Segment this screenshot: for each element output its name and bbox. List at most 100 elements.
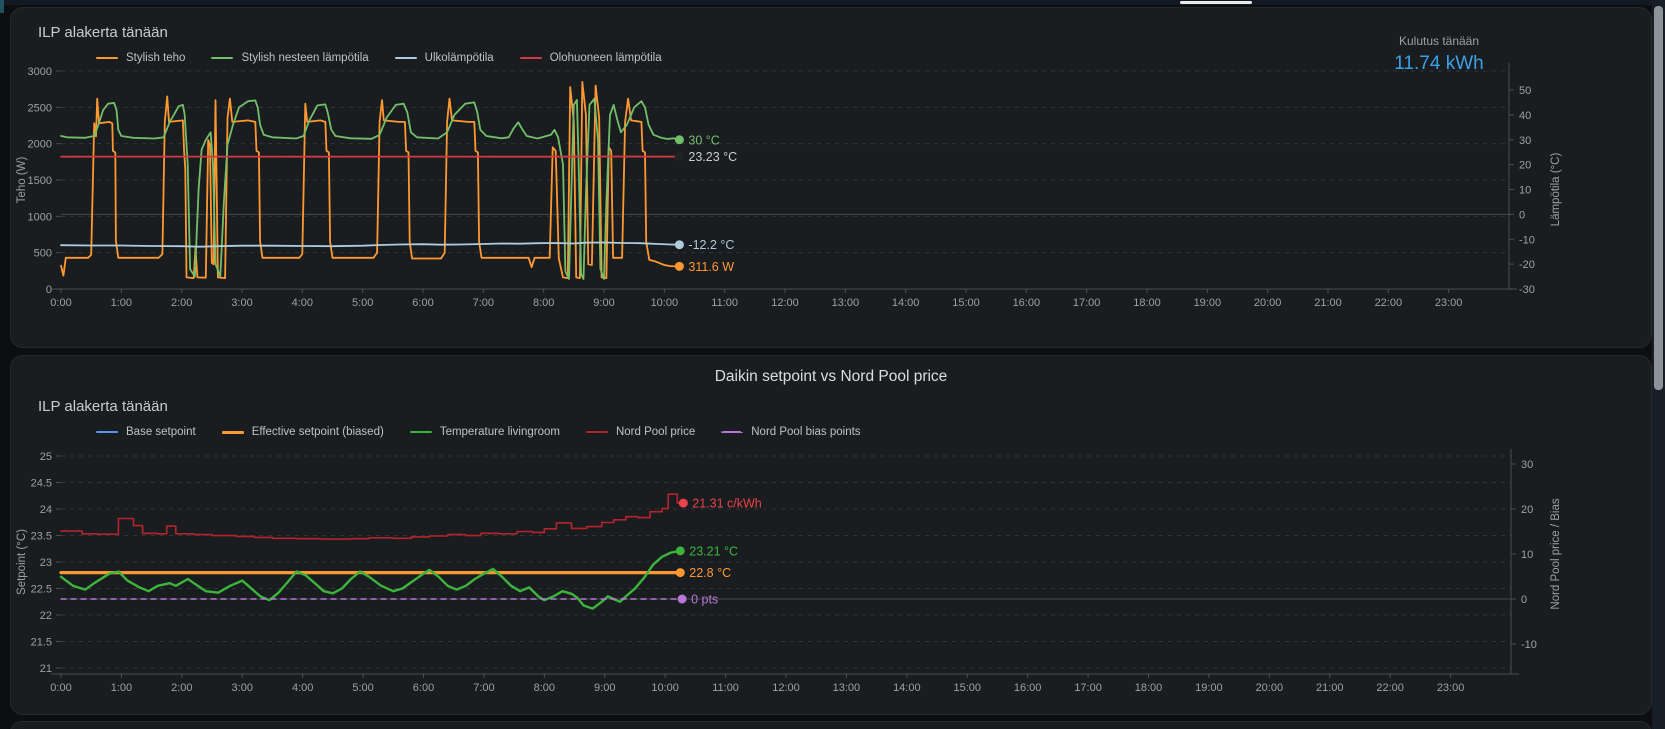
setpoint-price-chart[interactable]: 0:00 1:00 2:00 3:00 4:00 5:00 6:00 7:00 8:00 9:00… (11, 356, 1651, 714)
series-end-dot (674, 261, 684, 271)
legend-item-stylish-nesteen-l-mp-tila[interactable]: Stylish nesteen lämpötila (211, 52, 369, 64)
svg-text:3:00: 3:00 (232, 682, 253, 694)
legend-item-nord-pool-price[interactable]: Nord Pool price (585, 426, 696, 438)
svg-text:22:00: 22:00 (1375, 297, 1403, 309)
legend-label: Nord Pool bias points (751, 426, 861, 438)
svg-text:50: 50 (1519, 85, 1531, 97)
vertical-scrollbar-thumb[interactable] (1654, 6, 1663, 390)
svg-text:13:00: 13:00 (832, 297, 860, 309)
panel-title: Daikin setpoint vs Nord Pool price (714, 368, 948, 385)
svg-text:20:00: 20:00 (1254, 297, 1282, 309)
series-end-label: 21.31 c/kWh (692, 497, 762, 511)
svg-text:10: 10 (1521, 549, 1533, 561)
series-end-label: 30 °C (688, 133, 719, 147)
svg-text:14:00: 14:00 (893, 682, 921, 694)
svg-text:-30: -30 (1519, 284, 1535, 296)
svg-text:18:00: 18:00 (1135, 682, 1163, 694)
svg-text:-10: -10 (1519, 234, 1535, 246)
vertical-scrollbar[interactable] (1652, 0, 1665, 729)
legend-swatch (721, 431, 744, 433)
svg-text:4:00: 4:00 (292, 297, 313, 309)
svg-text:6:00: 6:00 (413, 682, 434, 694)
top-left-accent (0, 0, 4, 13)
svg-text:21:00: 21:00 (1316, 682, 1344, 694)
legend-label: Stylish teho (126, 52, 186, 64)
legend-item-effective-setpoint-biased-[interactable]: Effective setpoint (biased) (221, 426, 384, 438)
svg-text:Teho (W): Teho (W) (16, 157, 28, 204)
panel-ilp-power: ILP alakerta tänään Stylish teho Stylish … (10, 7, 1652, 348)
legend-label: Effective setpoint (biased) (251, 426, 384, 438)
svg-text:18:00: 18:00 (1133, 297, 1161, 309)
legend-swatch (221, 430, 244, 434)
svg-text:Setpoint (°C): Setpoint (°C) (16, 529, 28, 595)
series-end-label: 23.23 °C (688, 150, 737, 164)
svg-text:23:00: 23:00 (1435, 297, 1463, 309)
svg-text:40: 40 (1519, 110, 1531, 122)
svg-text:20:00: 20:00 (1256, 682, 1284, 694)
legend-swatch (394, 57, 417, 59)
series-end-dot (678, 498, 688, 508)
legend-item-nord-pool-bias-points[interactable]: Nord Pool bias points (721, 426, 861, 438)
svg-text:30: 30 (1519, 135, 1531, 147)
svg-text:1:00: 1:00 (111, 682, 132, 694)
svg-text:10:00: 10:00 (651, 297, 679, 309)
svg-text:4:00: 4:00 (292, 682, 313, 694)
svg-text:17:00: 17:00 (1074, 682, 1102, 694)
series-end-label: 22.8 °C (689, 566, 731, 580)
svg-text:7:00: 7:00 (473, 682, 494, 694)
svg-text:19:00: 19:00 (1195, 682, 1223, 694)
svg-text:24: 24 (40, 504, 52, 516)
series-end-dot (674, 240, 684, 250)
svg-text:-10: -10 (1521, 639, 1537, 651)
top-scrollbar[interactable] (0, 0, 1665, 5)
legend: Base setpoint Effective setpoint (biased)… (96, 426, 861, 438)
legend-swatch (211, 57, 234, 59)
legend-swatch (409, 431, 432, 433)
svg-text:25: 25 (40, 451, 52, 463)
svg-text:14:00: 14:00 (892, 297, 920, 309)
svg-text:19:00: 19:00 (1194, 297, 1222, 309)
series-end-dot (677, 594, 687, 604)
panel-daikin-setpoint: Daikin setpoint vs Nord Pool price ILP a… (10, 355, 1652, 715)
legend-item-ulkol-mp-tila[interactable]: Ulkolämpötila (394, 52, 494, 64)
svg-text:0:00: 0:00 (50, 682, 71, 694)
legend-item-temperature-livingroom[interactable]: Temperature livingroom (409, 426, 560, 438)
svg-text:0: 0 (1521, 594, 1527, 606)
consumption-stat: Kulutus tänään 11.74 kWh (1339, 34, 1539, 75)
legend-label: Nord Pool price (615, 426, 696, 438)
svg-text:15:00: 15:00 (952, 297, 980, 309)
svg-text:24.5: 24.5 (31, 478, 52, 490)
legend-label: Base setpoint (126, 426, 196, 438)
svg-text:9:00: 9:00 (593, 297, 614, 309)
svg-text:2:00: 2:00 (171, 297, 192, 309)
svg-text:16:00: 16:00 (1014, 682, 1042, 694)
legend-item-base-setpoint[interactable]: Base setpoint (96, 426, 196, 438)
svg-text:Lämpötila (°C): Lämpötila (°C) (1550, 153, 1562, 227)
svg-text:Nord Pool price / Bias: Nord Pool price / Bias (1550, 498, 1562, 609)
chart-subtitle: ILP alakerta tänään (38, 398, 168, 415)
power-temperature-chart[interactable]: 0:00 1:00 2:00 3:00 4:00 5:00 6:00 7:00 8:00 9:00… (11, 8, 1651, 347)
svg-text:5:00: 5:00 (352, 297, 373, 309)
svg-text:23: 23 (40, 557, 52, 569)
series-line-stylish-nesteen-l-mp-tila (60, 97, 681, 280)
svg-text:20: 20 (1521, 504, 1533, 516)
svg-text:20: 20 (1519, 160, 1531, 172)
legend-label: Stylish nesteen lämpötila (241, 52, 369, 64)
svg-text:1500: 1500 (28, 175, 52, 187)
series-line-ulkol-mp-tila (60, 241, 681, 248)
svg-text:0:00: 0:00 (50, 297, 71, 309)
series-end-dot (674, 152, 684, 162)
svg-text:1000: 1000 (28, 211, 52, 223)
svg-text:23:00: 23:00 (1437, 682, 1465, 694)
legend-item-olohuoneen-l-mp-tila[interactable]: Olohuoneen lämpötila (519, 52, 662, 64)
svg-text:10: 10 (1519, 185, 1531, 197)
top-scrollbar-thumb[interactable] (1180, 1, 1252, 4)
legend-item-stylish-teho[interactable]: Stylish teho (96, 52, 185, 64)
svg-text:7:00: 7:00 (473, 297, 494, 309)
svg-text:8:00: 8:00 (533, 297, 554, 309)
legend-swatch (585, 431, 608, 433)
svg-text:0: 0 (46, 284, 52, 296)
svg-text:6:00: 6:00 (412, 297, 433, 309)
svg-text:22: 22 (40, 610, 52, 622)
